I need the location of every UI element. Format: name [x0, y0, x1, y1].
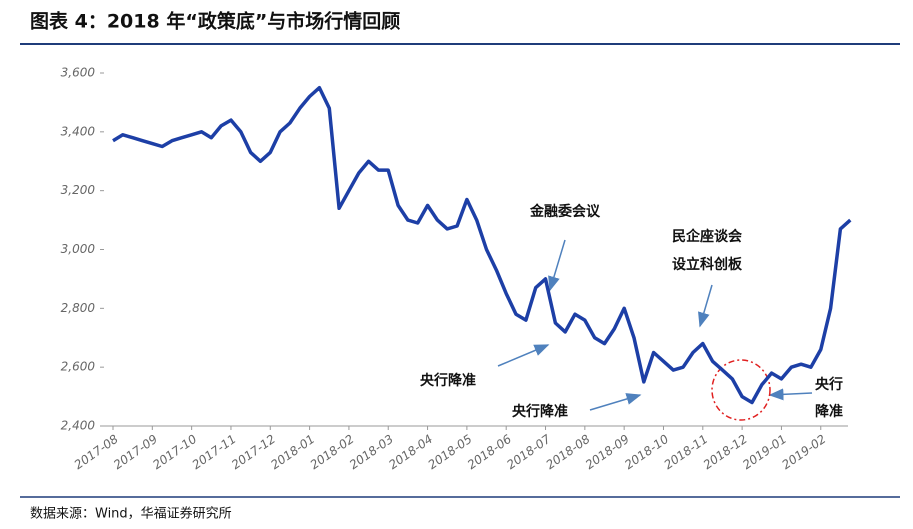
- x-tick-label: 2018-12: [701, 432, 750, 472]
- arrow: [698, 284, 713, 328]
- y-tick-label: 3,200: [61, 183, 96, 197]
- arrow: [548, 239, 566, 292]
- y-tick-label: 2,600: [61, 360, 96, 374]
- source: 数据来源：Wind，华福证券研究所: [30, 506, 232, 522]
- x-tick-label: 2018-02: [308, 432, 357, 472]
- arrow: [589, 393, 642, 411]
- y-tick-label: 2,800: [61, 301, 96, 315]
- arrow: [497, 344, 550, 367]
- x-tick-label: 2019-02: [779, 432, 828, 472]
- annotation: 民企座谈会: [672, 228, 743, 245]
- x-tick-label: 2018-11: [661, 432, 710, 472]
- x-tick-label: 2018-03: [347, 432, 396, 472]
- highlight-circle: [711, 359, 771, 421]
- chart-title: 图表 4：2018 年“政策底”与市场行情回顾: [30, 10, 400, 33]
- x-tick-label: 2018-04: [386, 432, 435, 472]
- annotation: 降准: [815, 403, 843, 420]
- y-tick-label: 3,000: [61, 242, 96, 256]
- x-tick-label: 2018-01: [268, 432, 317, 472]
- x-tick-label: 2017-09: [111, 432, 160, 472]
- annotation: 央行降准: [512, 403, 568, 420]
- line-series: [112, 85, 852, 405]
- x-tick-label: 2019-01: [740, 432, 789, 472]
- x-tick-label: 2018-09: [583, 432, 632, 472]
- y-tick-label: 3,600: [61, 66, 96, 80]
- arrow: [768, 388, 813, 401]
- annotation: 设立科创板: [672, 256, 743, 273]
- y-tick-label: 2,400: [61, 419, 96, 433]
- annotation: 央行降准: [420, 372, 476, 389]
- x-tick-label: 2018-05: [426, 432, 475, 472]
- annotation: 金融委会议: [529, 203, 601, 220]
- y-tick-label: 3,400: [61, 124, 96, 138]
- x-tick-label: 2017-12: [229, 432, 278, 472]
- x-tick-label: 2017-11: [190, 432, 239, 472]
- annotation: 央行: [815, 376, 843, 393]
